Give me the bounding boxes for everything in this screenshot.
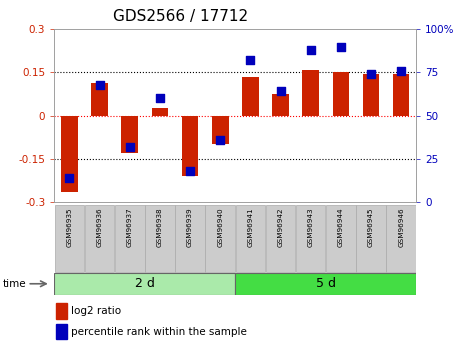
Point bbox=[307, 47, 315, 53]
Point bbox=[96, 82, 104, 87]
Text: GSM96941: GSM96941 bbox=[247, 207, 254, 247]
Point bbox=[277, 89, 284, 94]
Point bbox=[156, 96, 164, 101]
Bar bbox=[296, 205, 325, 272]
Bar bbox=[85, 205, 114, 272]
Text: GSM96946: GSM96946 bbox=[398, 207, 404, 247]
Bar bbox=[393, 74, 410, 116]
Bar bbox=[91, 82, 108, 116]
Point bbox=[367, 71, 375, 77]
Point bbox=[397, 68, 405, 73]
Text: GDS2566 / 17712: GDS2566 / 17712 bbox=[114, 9, 249, 23]
Bar bbox=[56, 324, 67, 339]
Bar bbox=[145, 205, 175, 272]
Bar bbox=[122, 116, 138, 153]
Text: GSM96942: GSM96942 bbox=[278, 207, 283, 247]
Bar bbox=[55, 205, 84, 272]
Point bbox=[337, 44, 345, 49]
Bar bbox=[61, 116, 78, 192]
Text: GSM96937: GSM96937 bbox=[127, 207, 133, 247]
Bar bbox=[356, 205, 386, 272]
Bar bbox=[182, 116, 198, 176]
Bar bbox=[386, 205, 416, 272]
Bar bbox=[56, 303, 67, 319]
Point bbox=[246, 58, 254, 63]
Bar bbox=[242, 77, 259, 116]
Text: log2 ratio: log2 ratio bbox=[71, 306, 122, 316]
Bar bbox=[235, 273, 416, 295]
Text: percentile rank within the sample: percentile rank within the sample bbox=[71, 327, 247, 337]
Text: GSM96938: GSM96938 bbox=[157, 207, 163, 247]
Point bbox=[126, 144, 133, 149]
Bar bbox=[236, 205, 265, 272]
Text: GSM96940: GSM96940 bbox=[217, 207, 223, 247]
Bar bbox=[333, 72, 349, 116]
Text: 5 d: 5 d bbox=[316, 277, 336, 290]
Text: 2 d: 2 d bbox=[135, 277, 155, 290]
Bar bbox=[302, 70, 319, 116]
Text: GSM96935: GSM96935 bbox=[67, 207, 72, 247]
Text: GSM96939: GSM96939 bbox=[187, 207, 193, 247]
Bar bbox=[266, 205, 295, 272]
Text: GSM96936: GSM96936 bbox=[96, 207, 103, 247]
Point bbox=[66, 175, 73, 180]
Bar bbox=[272, 94, 289, 116]
Bar bbox=[205, 205, 235, 272]
Bar bbox=[363, 74, 379, 116]
Point bbox=[217, 137, 224, 142]
Text: time: time bbox=[2, 279, 26, 289]
Point bbox=[186, 168, 194, 174]
Text: GSM96944: GSM96944 bbox=[338, 207, 344, 247]
Bar bbox=[152, 108, 168, 116]
Bar bbox=[175, 205, 205, 272]
Bar bbox=[54, 273, 235, 295]
Text: GSM96943: GSM96943 bbox=[308, 207, 314, 247]
Bar bbox=[115, 205, 145, 272]
Text: GSM96945: GSM96945 bbox=[368, 207, 374, 247]
Bar bbox=[212, 116, 228, 144]
Bar bbox=[326, 205, 356, 272]
